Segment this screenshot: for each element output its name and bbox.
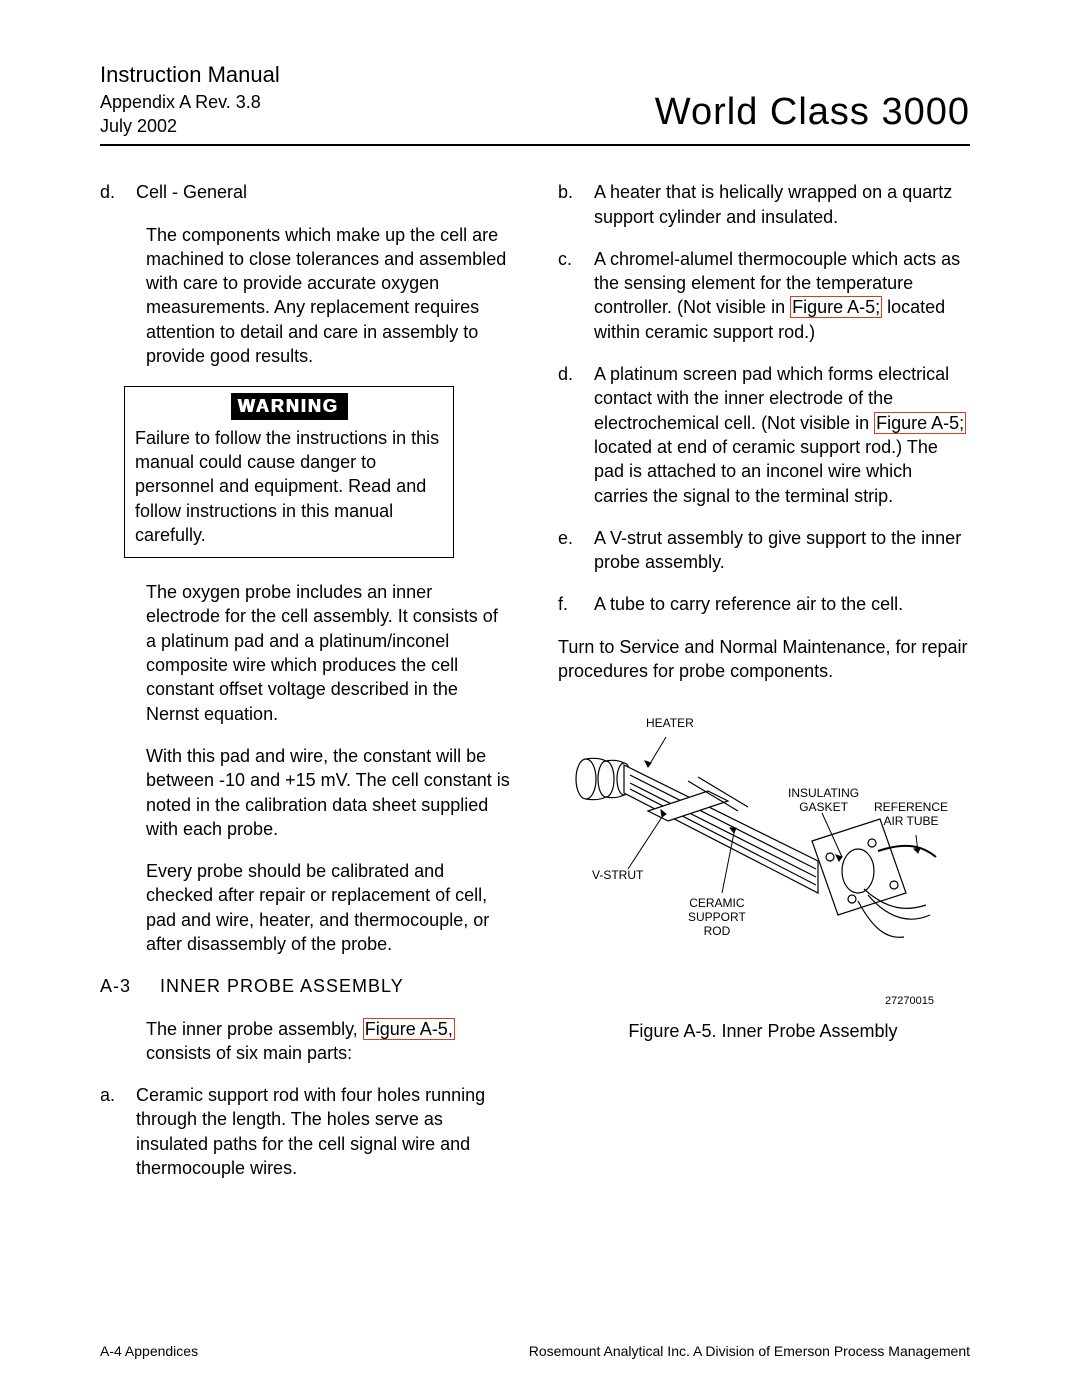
- d-post: located at end of ceramic support rod.) …: [594, 437, 938, 506]
- section-title: INNER PROBE ASSEMBLY: [160, 974, 404, 998]
- figure-a5-link-c[interactable]: Figure A-5;: [790, 296, 882, 318]
- turn-to-service: Turn to Service and Normal Maintenance, …: [558, 635, 968, 684]
- page-header: Instruction Manual Appendix A Rev. 3.8 J…: [100, 60, 970, 146]
- inner-probe-svg: [558, 701, 958, 1001]
- manual-title: Instruction Manual: [100, 60, 280, 90]
- item-c-text: A chromel-alumel thermocouple which acts…: [594, 247, 968, 344]
- item-d2-marker: d.: [558, 362, 580, 508]
- item-a-text: Ceramic support rod with four holes runn…: [136, 1083, 510, 1180]
- inner-probe-intro: The inner probe assembly, Figure A-5, co…: [146, 1017, 510, 1066]
- figure-a5: HEATER V-STRUT CERAMIC SUPPORT ROD INSUL…: [558, 701, 958, 1013]
- left-column: d. Cell - General The components which m…: [100, 180, 510, 1198]
- header-date: July 2002: [100, 114, 280, 138]
- label-gasket: INSULATING GASKET: [788, 787, 859, 815]
- warning-text: Failure to follow the instructions in th…: [135, 426, 443, 547]
- product-name: World Class 3000: [655, 87, 970, 138]
- item-d-heading: Cell - General: [136, 180, 247, 204]
- pad-wire-p: With this pad and wire, the constant wil…: [146, 744, 510, 841]
- label-ceramic: CERAMIC SUPPORT ROD: [688, 897, 746, 938]
- figure-a5-link[interactable]: Figure A-5,: [363, 1018, 455, 1040]
- item-a-marker: a.: [100, 1083, 122, 1180]
- right-column: b. A heater that is helically wrapped on…: [558, 180, 968, 1198]
- item-f-marker: f.: [558, 592, 580, 616]
- warning-box: WARNING Failure to follow the instructio…: [124, 386, 454, 558]
- warning-heading: WARNING: [135, 393, 443, 419]
- label-airtube: REFERENCE AIR TUBE: [874, 801, 948, 829]
- label-heater: HEATER: [646, 717, 694, 731]
- item-d-marker: d.: [100, 180, 122, 204]
- item-c-marker: c.: [558, 247, 580, 344]
- footer-left: A-4 Appendices: [100, 1342, 198, 1361]
- warning-label: WARNING: [231, 393, 348, 419]
- oxygen-probe-p: The oxygen probe includes an inner elect…: [146, 580, 510, 726]
- intro-pre: The inner probe assembly,: [146, 1019, 363, 1039]
- appendix-rev: Appendix A Rev. 3.8: [100, 90, 280, 114]
- item-b-text: A heater that is helically wrapped on a …: [594, 180, 968, 229]
- item-e-text: A V-strut assembly to give support to th…: [594, 526, 968, 575]
- section-a3: A-3 INNER PROBE ASSEMBLY: [100, 974, 510, 998]
- footer-right: Rosemount Analytical Inc. A Division of …: [529, 1342, 970, 1361]
- calibration-p: Every probe should be calibrated and che…: [146, 859, 510, 956]
- cell-general-p1: The components which make up the cell ar…: [146, 223, 510, 369]
- label-vstrut: V-STRUT: [592, 869, 643, 883]
- section-number: A-3: [100, 974, 138, 998]
- item-f-text: A tube to carry reference air to the cel…: [594, 592, 903, 616]
- item-d2-text: A platinum screen pad which forms electr…: [594, 362, 968, 508]
- item-b-marker: b.: [558, 180, 580, 229]
- figure-a5-link-d[interactable]: Figure A-5;: [874, 412, 966, 434]
- page-footer: A-4 Appendices Rosemount Analytical Inc.…: [100, 1342, 970, 1361]
- item-e-marker: e.: [558, 526, 580, 575]
- intro-post: consists of six main parts:: [146, 1043, 352, 1063]
- header-left: Instruction Manual Appendix A Rev. 3.8 J…: [100, 60, 280, 138]
- figure-code: 27270015: [885, 994, 934, 1009]
- figure-caption: Figure A-5. Inner Probe Assembly: [558, 1019, 968, 1043]
